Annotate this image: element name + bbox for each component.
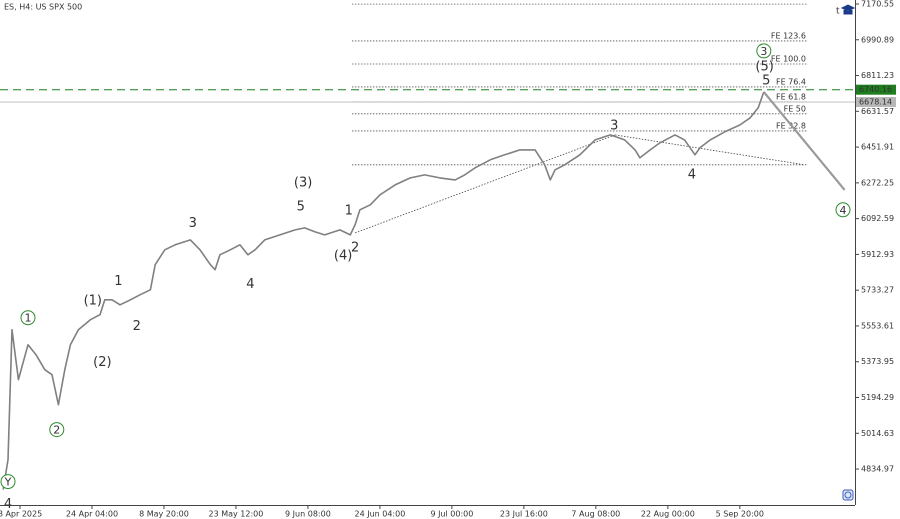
y-tick-label: 4834.97: [861, 465, 894, 474]
price-box: [856, 84, 896, 95]
wave-label: 4: [4, 497, 12, 512]
corner-icon-ring: [844, 491, 852, 499]
fib-label: FE 76.4: [776, 77, 806, 86]
wave-circle: [20, 310, 36, 326]
y-tick-label: 5733.27: [861, 286, 894, 295]
wave-label: (1): [84, 293, 102, 308]
wave-label: 3: [189, 216, 197, 231]
x-tick-label: 8 May 20:00: [139, 510, 189, 519]
x-tick-label: 24 Jun 04:00: [354, 510, 405, 519]
y-tick-label: 6451.91: [861, 143, 894, 152]
wave-label: 5: [297, 199, 305, 214]
x-tick-label: 24 Apr 04:00: [66, 510, 118, 519]
trendline: [615, 134, 805, 166]
wave-label: 2: [351, 240, 359, 255]
projection: [762, 91, 846, 191]
y-tick-label: 5014.63: [861, 429, 894, 438]
wave-circle: [0, 474, 16, 490]
x-tick-label: 9 Jul 00:00: [430, 510, 473, 519]
wave-label: (3): [294, 175, 312, 190]
wave-label: 3: [610, 118, 618, 133]
price-box: [856, 97, 896, 108]
y-tick-label: 6990.89: [861, 35, 894, 44]
toolbar-icon[interactable]: [840, 4, 856, 15]
wave-label: 4: [688, 167, 696, 182]
x-tick-label: 23 May 12:00: [209, 510, 264, 519]
wave-label: 4: [840, 204, 847, 217]
toolbar-t[interactable]: t: [836, 7, 840, 17]
y-tick-label: 6272.25: [861, 178, 894, 187]
x-tick-label: 23 Jul 16:00: [500, 510, 548, 519]
y-tick-label: 5553.61: [861, 321, 894, 330]
y-tick-label: 6631.57: [861, 107, 894, 116]
y-tick-label: 5373.95: [861, 357, 894, 366]
wave-circle: [49, 422, 65, 438]
wave-label: 2: [133, 319, 141, 334]
fib-label: FE 50: [784, 104, 806, 113]
wave-label: 5: [762, 73, 770, 88]
wave-label: 4: [246, 277, 254, 292]
wave-label: 1: [24, 312, 31, 325]
y-tick-label: 7170.55: [861, 0, 894, 8]
x-tick-label: 5 Sep 20:00: [716, 510, 764, 519]
y-tick-label: 6811.23: [861, 71, 894, 80]
price-box-label: 6740.16: [859, 85, 892, 94]
chart-title: ES, H4: US SPX 500: [4, 3, 82, 12]
wave-circle: [835, 202, 851, 218]
wave-label: 2: [53, 424, 60, 437]
wave-label: Y: [4, 476, 12, 489]
wave-label: 1: [114, 274, 122, 289]
price-box-label: 6678.14: [859, 98, 892, 107]
wave-circle: [756, 43, 772, 59]
wave-label: 1: [345, 203, 353, 218]
x-tick-label: 9 Jun 08:00: [285, 510, 331, 519]
fib-label: FE 123.6: [771, 31, 806, 40]
trendline: [354, 134, 616, 234]
y-tick-label: 5194.29: [861, 393, 894, 402]
y-tick-label: 5912.93: [861, 250, 894, 259]
x-tick-label: 8 Apr 2025: [0, 510, 42, 519]
fib-label: FE 61.8: [776, 92, 806, 101]
wave-label: 3: [760, 45, 767, 58]
price-line-series: [2, 91, 765, 490]
fib-label: FE 100.0: [771, 55, 806, 64]
x-tick-label: 22 Aug 00:00: [641, 510, 695, 519]
wave-label: (5): [755, 60, 773, 75]
wave-label: (2): [93, 355, 111, 370]
y-tick-label: 6092.59: [861, 214, 894, 223]
x-tick-label: 7 Aug 08:00: [571, 510, 620, 519]
wave-label: (4): [334, 248, 352, 263]
corner-icon[interactable]: [842, 489, 854, 501]
